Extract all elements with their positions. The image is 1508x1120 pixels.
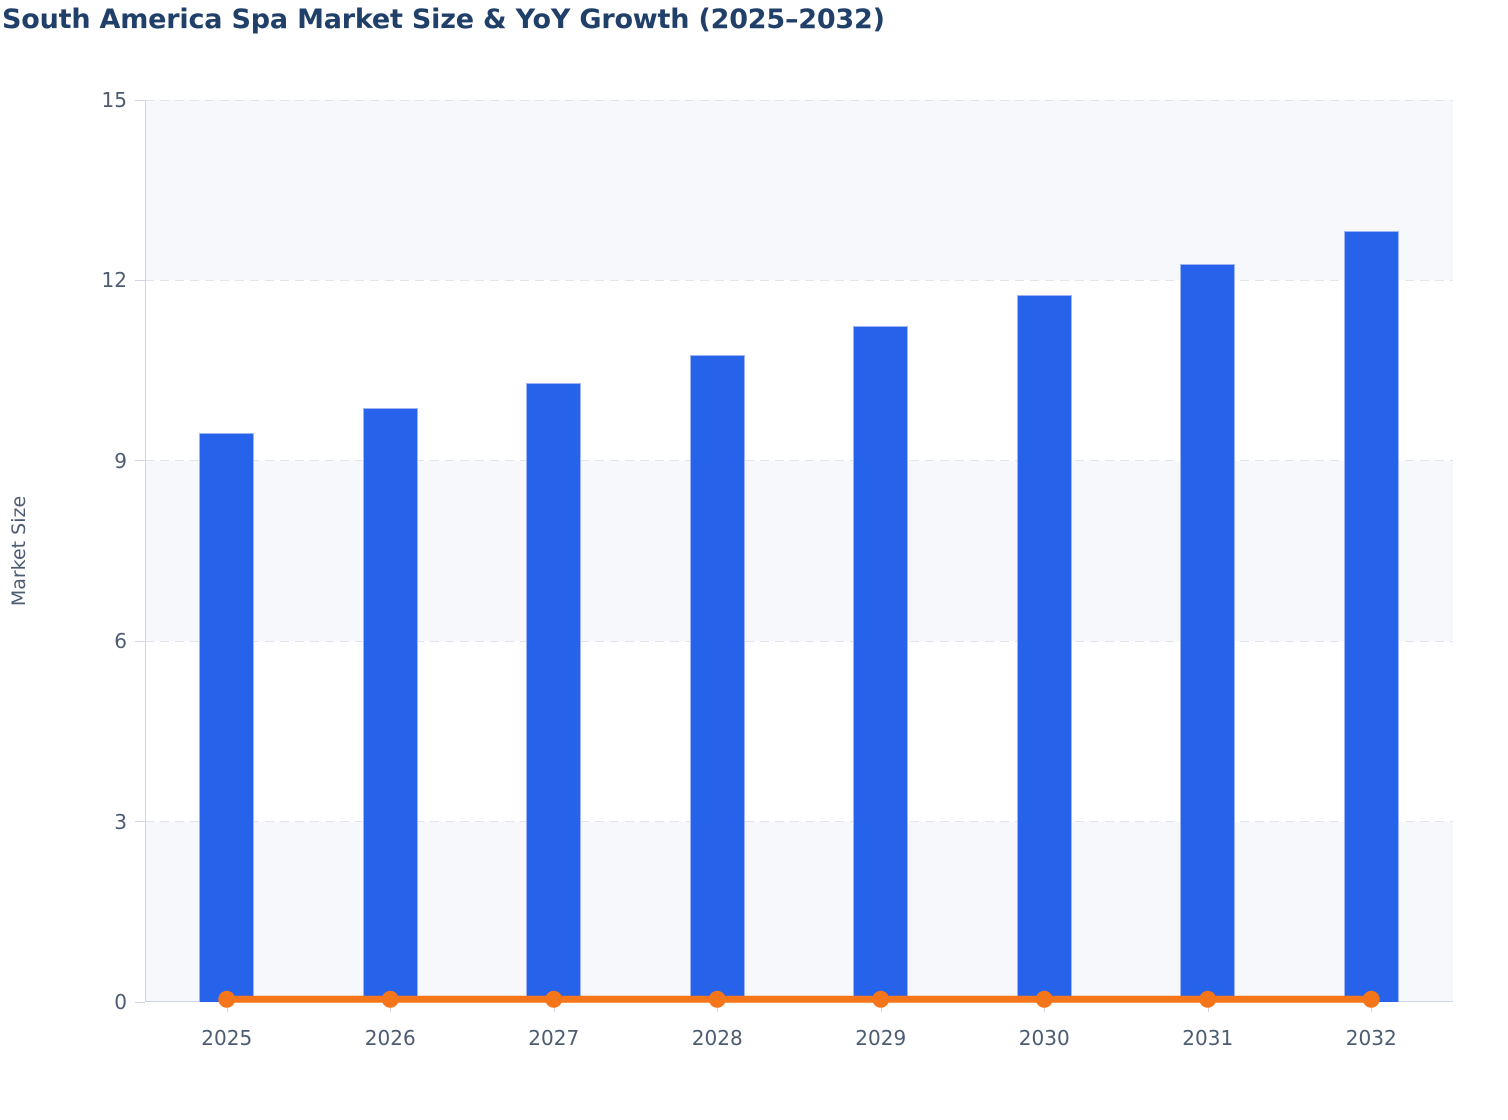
y-axis-title: Market Size [8, 495, 30, 607]
y-axis-tick [135, 1001, 145, 1003]
x-axis-label-2026: 2026 [364, 1026, 416, 1050]
plot-band-12-15 [145, 100, 1453, 281]
y-axis-tick [135, 460, 145, 462]
y-axis-tick [135, 640, 145, 642]
bar-2032[interactable] [1343, 231, 1399, 1002]
yoy-growth-point-2028[interactable] [708, 990, 726, 1008]
x-axis-label-2029: 2029 [855, 1026, 907, 1050]
y-axis-label-12: 12 [101, 268, 127, 293]
y-axis-tick [135, 821, 145, 823]
x-axis-label-2030: 2030 [1018, 1026, 1070, 1050]
x-axis-label-2027: 2027 [528, 1026, 580, 1050]
yoy-growth-point-2029[interactable] [872, 990, 890, 1008]
x-axis-label-2025: 2025 [201, 1026, 253, 1050]
y-axis-label-15: 15 [101, 88, 127, 112]
chart-title: South America Spa Market Size & YoY Grow… [2, 4, 885, 35]
x-axis-label-2028: 2028 [691, 1026, 743, 1050]
gridline-15 [145, 99, 1453, 101]
yoy-growth-line-layer [218, 990, 1380, 1008]
yoy-growth-point-2026[interactable] [381, 990, 399, 1008]
bar-2026[interactable] [362, 408, 418, 1002]
y-axis-label-6: 6 [114, 629, 127, 654]
gridline-3 [145, 821, 1453, 823]
gridline-6 [145, 640, 1453, 642]
yoy-growth-point-2027[interactable] [545, 990, 563, 1008]
x-axis-label-2032: 2032 [1345, 1026, 1397, 1050]
y-axis-label-9: 9 [114, 448, 127, 473]
x-axis-label-2031: 2031 [1182, 1026, 1234, 1050]
y-axis-label-0: 0 [114, 990, 127, 1014]
y-axis-tick [135, 279, 145, 281]
plot-area: 0 3 6 9 12 15 2025 2026 2027 2028 2029 2030 2031 2032 [102, 88, 1453, 1050]
bar-2028[interactable] [689, 354, 745, 1002]
y-axis-line [145, 100, 146, 1002]
yoy-growth-point-2025[interactable] [218, 990, 236, 1008]
yoy-growth-point-2030[interactable] [1035, 990, 1053, 1008]
gridline-9 [145, 460, 1453, 462]
bar-2027[interactable] [526, 382, 582, 1002]
bar-2025[interactable] [199, 433, 255, 1002]
bar-2029[interactable] [853, 326, 909, 1002]
gridline-12 [145, 279, 1453, 281]
bar-2031[interactable] [1180, 263, 1236, 1002]
yoy-growth-point-2032[interactable] [1362, 990, 1380, 1008]
bar-2030[interactable] [1016, 294, 1072, 1002]
yoy-growth-point-2031[interactable] [1199, 990, 1217, 1008]
y-axis-tick [135, 99, 145, 101]
y-axis-label-3: 3 [114, 809, 127, 834]
